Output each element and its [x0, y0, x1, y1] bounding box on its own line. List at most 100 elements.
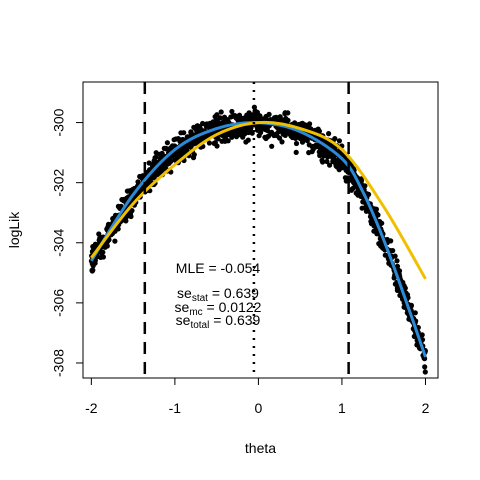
data-point: [419, 332, 425, 338]
data-point: [422, 369, 428, 375]
se-mc-sub: mc: [189, 307, 202, 318]
data-point: [350, 185, 356, 191]
data-point: [197, 138, 203, 144]
data-point: [239, 126, 245, 132]
data-point: [96, 231, 102, 237]
data-point: [234, 131, 241, 138]
data-point: [127, 211, 134, 217]
data-point: [254, 124, 260, 130]
data-point: [301, 136, 308, 143]
data-point: [336, 138, 342, 144]
fit-curve: [90, 120, 427, 358]
data-point: [271, 115, 278, 121]
data-point: [110, 216, 116, 222]
data-point: [293, 149, 299, 155]
data-point: [246, 125, 252, 131]
data-point: [124, 188, 130, 194]
quadratic-curve: [90, 120, 427, 280]
y-tick-label: -306: [51, 289, 67, 317]
data-point: [332, 136, 338, 142]
data-point: [348, 175, 354, 181]
data-point: [279, 139, 285, 145]
data-point: [90, 243, 96, 250]
se-total-value: = 0.639: [209, 312, 260, 328]
se-total-sub: total: [190, 320, 209, 331]
data-point: [392, 253, 398, 259]
data-point: [360, 199, 366, 205]
data-point: [98, 254, 104, 260]
se-stat-annotation: sestat = 0.639: [177, 285, 259, 304]
data-point: [359, 205, 365, 211]
x-tick-label: 1: [338, 400, 346, 416]
data-point: [195, 123, 201, 129]
data-point: [152, 159, 159, 165]
data-point: [200, 120, 206, 127]
data-point: [288, 131, 294, 137]
data-point: [326, 131, 332, 137]
data-point: [191, 152, 197, 158]
y-axis: -300 -302 -304 -306 -308: [51, 108, 84, 377]
data-point: [263, 113, 269, 120]
data-point: [324, 158, 330, 165]
y-tick-label: -304: [51, 229, 67, 257]
data-point: [157, 151, 163, 157]
data-point: [196, 127, 202, 134]
data-point: [422, 364, 428, 370]
se-mc-base: se: [175, 299, 190, 315]
data-point: [269, 143, 275, 149]
y-tick-label: -308: [51, 349, 67, 377]
data-point: [328, 153, 334, 159]
data-point: [243, 139, 249, 145]
data-point: [221, 118, 227, 124]
scatter-points: [88, 104, 428, 375]
annotation-block: MLE = -0.054 sestat = 0.639 semc = 0.012…: [175, 260, 262, 331]
y-tick-label: -302: [51, 168, 67, 196]
data-point: [163, 146, 169, 152]
data-point: [319, 150, 325, 156]
data-point: [258, 116, 265, 122]
data-point: [394, 263, 401, 269]
data-point: [256, 133, 262, 139]
data-point: [206, 132, 212, 138]
data-point: [285, 110, 291, 116]
data-point: [315, 126, 321, 132]
data-point: [178, 130, 184, 136]
data-point: [175, 151, 182, 157]
se-total-annotation: setotal = 0.639: [176, 312, 261, 331]
data-point: [306, 142, 312, 148]
data-point: [205, 123, 211, 129]
se-stat-base: se: [177, 285, 192, 301]
mle-annotation: MLE = -0.054: [176, 260, 261, 276]
data-point: [320, 159, 326, 165]
data-point: [218, 109, 224, 115]
data-point: [382, 252, 388, 258]
x-tick-label: 0: [255, 400, 263, 416]
fit-curves: [90, 120, 427, 358]
x-axis: -2 -1 0 1 2: [85, 377, 430, 416]
data-point: [171, 137, 177, 143]
data-point: [292, 120, 298, 126]
data-point: [317, 143, 323, 149]
reference-lines: [143, 82, 350, 378]
data-point: [254, 117, 260, 123]
data-point: [96, 237, 102, 243]
data-point: [358, 178, 364, 184]
data-point: [223, 132, 229, 138]
data-point: [252, 108, 258, 114]
data-point: [362, 183, 368, 189]
data-point: [404, 292, 411, 298]
data-point: [228, 114, 234, 120]
data-point: [164, 140, 170, 146]
data-point: [219, 138, 225, 144]
se-mc-value: = 0.0122: [203, 299, 262, 315]
data-point: [211, 140, 217, 146]
data-point: [271, 132, 277, 138]
data-point: [206, 140, 212, 146]
data-point: [379, 220, 385, 226]
data-point: [215, 121, 221, 127]
x-axis-label: theta: [245, 440, 276, 456]
data-point: [366, 191, 372, 197]
x-tick-label: -1: [169, 400, 182, 416]
se-mc-annotation: semc = 0.0122: [175, 299, 262, 318]
